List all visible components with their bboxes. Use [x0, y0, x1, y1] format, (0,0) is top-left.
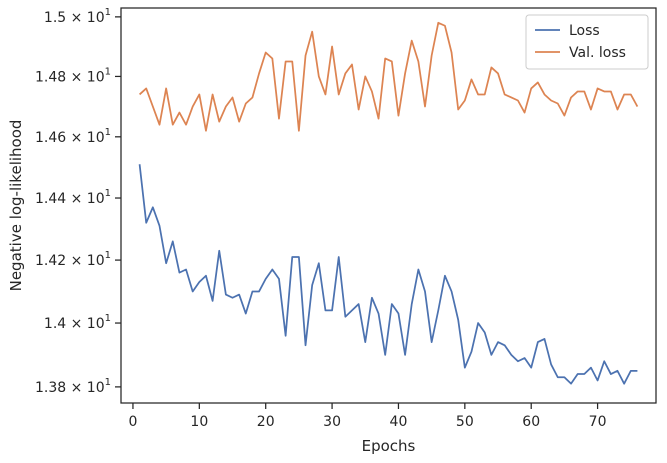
x-tick-label: 60 — [522, 414, 540, 430]
series-layer — [138, 21, 639, 385]
y-axis: 1.38 × 101 1.4 × 101 1.42 × 101 1.44 × 101 1… — [35, 7, 121, 396]
x-axis: 0 10 20 30 40 50 60 70 — [128, 403, 607, 430]
y-axis-label: Negative log-likelihood — [7, 120, 25, 292]
x-tick-label: 30 — [323, 414, 341, 430]
x-axis-label: Epochs — [362, 437, 416, 455]
x-tick-label: 20 — [257, 414, 275, 430]
x-tick-label: 0 — [128, 414, 137, 430]
plot-frame — [120, 7, 657, 404]
x-tick-label: 70 — [589, 414, 607, 430]
legend-box — [525, 14, 649, 70]
series-line-0 — [138, 164, 638, 385]
y-tick-label: 1.42 × 101 — [35, 250, 111, 269]
series-line-1 — [139, 21, 639, 132]
y-tick-label: 1.38 × 101 — [35, 377, 111, 396]
y-tick-label: 1.4 × 101 — [44, 313, 111, 332]
y-tick-label: 1.44 × 101 — [35, 188, 111, 207]
x-tick-label: 10 — [190, 414, 208, 430]
y-tick-label: 1.46 × 101 — [35, 127, 111, 146]
legend-label-1: Val. loss — [569, 45, 626, 61]
x-tick-label: 40 — [390, 414, 408, 430]
legend-label-0: Loss — [569, 23, 600, 39]
y-tick-label: 1.48 × 101 — [35, 66, 111, 85]
legend: Loss Val. loss — [525, 14, 649, 70]
x-tick-label: 50 — [456, 414, 474, 430]
y-tick-label: 1.5 × 101 — [44, 7, 111, 26]
